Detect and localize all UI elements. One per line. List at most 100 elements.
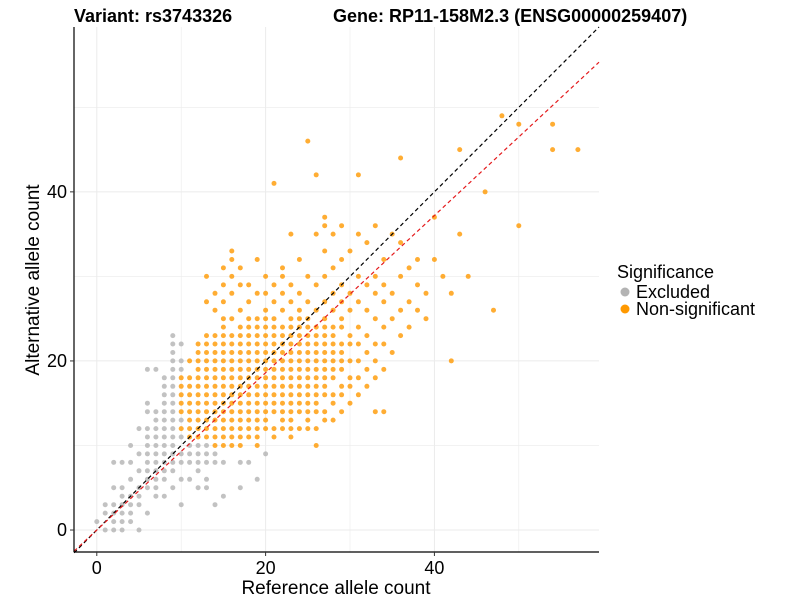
point-excluded: [161, 392, 167, 398]
point-excluded: [170, 383, 176, 389]
x-axis-title: Reference allele count: [241, 578, 431, 599]
point-non-significant: [237, 358, 243, 364]
point-non-significant: [280, 366, 285, 372]
point-excluded: [195, 459, 201, 465]
reference-lines: [73, 26, 600, 554]
point-excluded: [170, 392, 176, 398]
point-non-significant: [254, 350, 260, 355]
point-non-significant: [339, 350, 345, 355]
point-excluded: [153, 443, 159, 448]
point-excluded: [153, 426, 159, 432]
point-excluded: [161, 375, 167, 381]
point-excluded: [144, 400, 150, 406]
point-non-significant: [398, 307, 404, 313]
point-non-significant: [263, 409, 269, 415]
point-excluded: [170, 358, 176, 364]
point-non-significant: [491, 307, 496, 313]
point-non-significant: [322, 375, 328, 381]
point-excluded: [161, 417, 167, 423]
point-excluded: [178, 451, 184, 457]
point-non-significant: [212, 443, 218, 448]
point-non-significant: [389, 316, 395, 322]
point-non-significant: [330, 400, 336, 406]
point-excluded: [136, 493, 142, 499]
point-non-significant: [322, 333, 328, 339]
point-non-significant: [305, 426, 311, 432]
point-non-significant: [271, 383, 277, 389]
point-non-significant: [229, 248, 235, 254]
point-excluded: [237, 459, 243, 465]
point-excluded: [212, 451, 218, 457]
point-non-significant: [271, 282, 277, 288]
point-excluded: [153, 476, 159, 482]
point-excluded: [153, 451, 159, 457]
point-non-significant: [313, 400, 319, 406]
point-non-significant: [280, 350, 285, 355]
point-non-significant: [263, 350, 269, 355]
point-non-significant: [330, 324, 336, 330]
point-non-significant: [305, 341, 311, 347]
point-non-significant: [263, 316, 269, 322]
point-excluded: [178, 417, 184, 423]
point-excluded: [161, 468, 167, 474]
point-non-significant: [330, 341, 336, 347]
point-non-significant: [305, 392, 311, 398]
point-non-significant: [229, 316, 235, 322]
point-excluded: [204, 476, 209, 482]
point-non-significant: [263, 392, 269, 398]
point-non-significant: [280, 409, 285, 415]
point-non-significant: [415, 282, 420, 288]
point-non-significant: [229, 383, 235, 389]
point-excluded: [161, 476, 167, 482]
point-excluded: [161, 434, 167, 440]
point-non-significant: [339, 358, 345, 364]
point-non-significant: [246, 392, 252, 398]
legend-title: Significance: [617, 262, 714, 282]
point-non-significant: [195, 383, 201, 389]
point-excluded: [204, 443, 209, 448]
point-non-significant: [246, 333, 252, 339]
point-non-significant: [296, 307, 302, 313]
point-non-significant: [364, 307, 370, 313]
y-tick-label: 40: [47, 182, 67, 202]
point-non-significant: [204, 434, 209, 440]
point-excluded: [144, 409, 150, 415]
point-excluded: [187, 451, 193, 457]
point-non-significant: [330, 417, 336, 423]
point-non-significant: [246, 341, 252, 347]
legend: Significance Excluded Non-significant: [617, 262, 755, 319]
point-non-significant: [254, 290, 260, 296]
point-non-significant: [204, 366, 209, 372]
point-non-significant: [178, 392, 184, 398]
point-excluded: [204, 459, 209, 465]
point-non-significant: [212, 290, 218, 296]
point-non-significant: [322, 273, 328, 279]
point-excluded: [119, 485, 125, 491]
point-non-significant: [220, 443, 226, 448]
point-non-significant: [288, 324, 294, 330]
point-non-significant: [499, 113, 505, 119]
point-non-significant: [313, 282, 319, 288]
point-excluded: [119, 459, 125, 465]
point-excluded: [161, 426, 167, 432]
point-excluded: [144, 510, 150, 516]
point-non-significant: [322, 392, 328, 398]
point-non-significant: [280, 375, 285, 381]
point-non-significant: [431, 257, 437, 262]
point-non-significant: [296, 358, 302, 364]
point-non-significant: [305, 299, 311, 305]
point-non-significant: [271, 316, 277, 322]
point-non-significant: [516, 223, 522, 229]
point-non-significant: [280, 290, 285, 296]
point-excluded: [204, 451, 209, 457]
point-non-significant: [440, 273, 446, 279]
point-non-significant: [237, 400, 243, 406]
point-excluded: [170, 426, 176, 432]
point-non-significant: [288, 299, 294, 305]
point-non-significant: [381, 299, 387, 305]
point-excluded: [94, 519, 100, 525]
point-non-significant: [313, 409, 319, 415]
point-non-significant: [187, 392, 193, 398]
point-excluded: [170, 417, 176, 423]
point-non-significant: [246, 282, 252, 288]
